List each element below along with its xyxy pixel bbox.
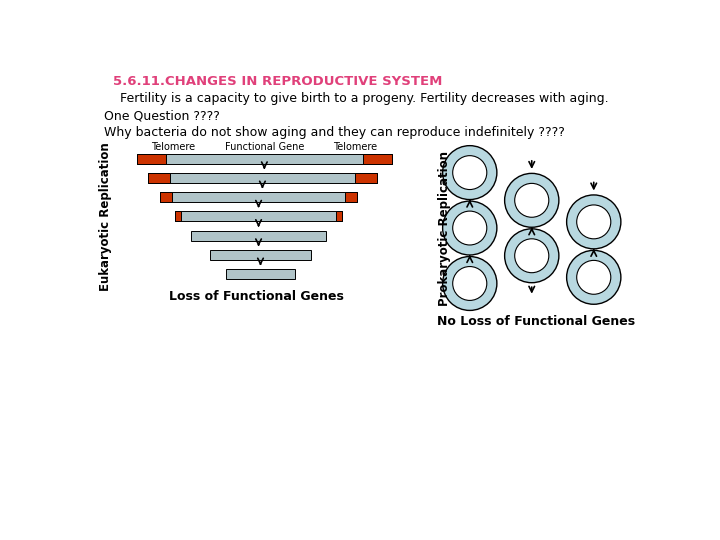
Circle shape [453,156,487,190]
Text: Fertility is a capacity to give birth to a progeny. Fertility decreases with agi: Fertility is a capacity to give birth to… [112,92,608,105]
Bar [148,173,170,183]
Bar [160,192,172,202]
Text: Why bacteria do not show aging and they can reproduce indefinitely ????: Why bacteria do not show aging and they … [104,126,564,139]
Text: Eukaryotic Replication: Eukaryotic Replication [99,142,112,291]
Text: One Question ????: One Question ???? [104,110,220,123]
Circle shape [453,211,487,245]
Bar [175,212,181,221]
Circle shape [515,239,549,273]
Circle shape [453,267,487,300]
Circle shape [567,251,621,304]
Bar [175,212,342,221]
Bar [137,154,166,164]
Bar [345,192,357,202]
Circle shape [443,256,497,310]
Bar [160,192,357,202]
Bar [210,250,311,260]
Bar [191,231,326,241]
Circle shape [443,201,497,255]
Bar [336,212,342,221]
Circle shape [577,260,611,294]
Bar [137,154,392,164]
Text: Functional Gene: Functional Gene [225,142,304,152]
Bar [355,173,377,183]
Circle shape [577,205,611,239]
Circle shape [443,146,497,200]
Text: Prokaryotic Replication: Prokaryotic Replication [438,151,451,306]
Text: Loss of Functional Genes: Loss of Functional Genes [169,289,344,302]
Text: Telomere: Telomere [333,142,377,152]
Text: No Loss of Functional Genes: No Loss of Functional Genes [436,315,635,328]
Text: Telomere: Telomere [151,142,195,152]
Text: 5.6.11.CHANGES IN REPRODUCTIVE SYSTEM: 5.6.11.CHANGES IN REPRODUCTIVE SYSTEM [113,75,443,88]
Bar [225,269,295,279]
Circle shape [505,173,559,227]
Bar [363,154,392,164]
Bar [148,173,377,183]
Circle shape [567,195,621,249]
Circle shape [505,229,559,283]
Circle shape [515,184,549,217]
